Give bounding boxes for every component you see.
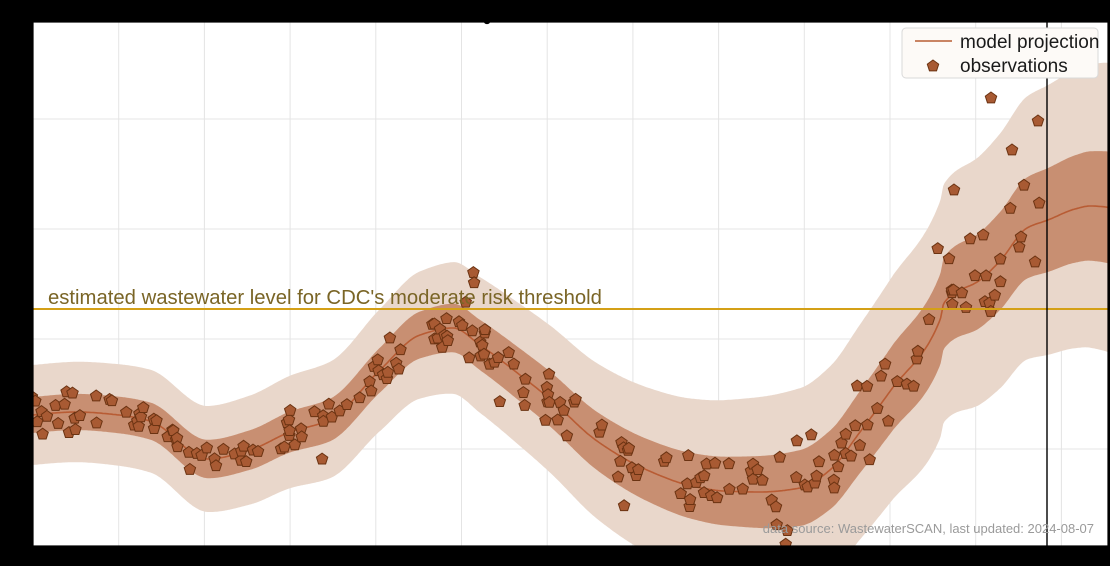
svg-text:model projection: model projection: [960, 32, 1099, 53]
svg-text:data source: WastewaterSCAN, l: data source: WastewaterSCAN, last update…: [763, 521, 1094, 536]
svg-text:estimated wastewater level for: estimated wastewater level for CDC's mod…: [48, 287, 602, 309]
svg-text:observations: observations: [960, 56, 1068, 77]
